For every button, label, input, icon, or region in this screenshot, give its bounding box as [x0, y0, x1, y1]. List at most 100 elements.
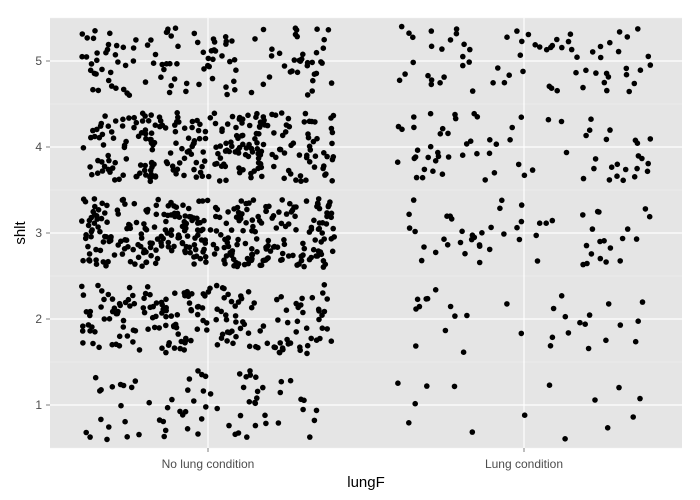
data-point	[237, 213, 244, 220]
data-point	[124, 333, 131, 339]
data-point	[605, 74, 612, 80]
data-point	[133, 219, 140, 226]
data-point	[141, 309, 148, 316]
data-point	[197, 255, 204, 262]
data-point	[315, 196, 322, 202]
data-point	[284, 336, 290, 343]
data-point	[208, 48, 215, 54]
data-point	[147, 136, 153, 143]
data-point	[233, 124, 239, 131]
data-point	[228, 298, 235, 305]
data-point	[605, 301, 612, 307]
data-point	[328, 338, 335, 345]
data-point	[244, 206, 250, 213]
data-point	[100, 239, 107, 245]
data-point	[149, 146, 156, 153]
data-point	[163, 218, 169, 225]
data-point	[294, 318, 301, 325]
data-point	[104, 202, 110, 209]
data-point	[263, 208, 270, 214]
data-point	[106, 157, 112, 164]
data-point	[266, 74, 273, 80]
data-point	[304, 342, 311, 349]
data-point	[421, 244, 427, 250]
data-point	[223, 84, 229, 90]
data-point	[205, 173, 212, 180]
data-point	[623, 71, 630, 78]
data-point	[93, 261, 100, 268]
data-point	[245, 260, 252, 267]
data-point	[227, 249, 233, 256]
data-point	[91, 220, 98, 226]
data-point	[201, 158, 208, 164]
data-point	[148, 112, 154, 118]
data-point	[265, 255, 271, 261]
data-point	[276, 349, 283, 356]
data-point	[251, 300, 257, 306]
data-point	[184, 426, 191, 432]
y-axis-title: shlt	[12, 220, 29, 244]
data-point	[92, 28, 98, 34]
data-point	[589, 226, 596, 232]
data-point	[271, 163, 277, 170]
data-point	[153, 247, 159, 253]
data-point	[172, 25, 179, 32]
data-point	[128, 384, 135, 391]
data-point	[314, 26, 320, 32]
data-point	[130, 58, 137, 64]
data-point	[260, 323, 267, 329]
data-point	[642, 206, 649, 212]
data-point	[635, 26, 641, 32]
data-point	[166, 89, 173, 96]
data-point	[467, 46, 473, 53]
data-point	[147, 244, 154, 251]
data-point	[325, 202, 332, 209]
data-point	[439, 46, 445, 52]
data-point	[233, 319, 239, 325]
data-point	[104, 219, 110, 225]
data-point	[203, 259, 209, 265]
data-point	[213, 228, 220, 234]
data-point	[260, 141, 267, 148]
data-point	[562, 313, 569, 320]
data-point	[164, 160, 171, 167]
data-point	[285, 115, 292, 122]
data-point	[495, 65, 501, 71]
y-tick-label: 3	[35, 226, 42, 240]
data-point	[89, 227, 95, 233]
data-point	[321, 150, 327, 156]
data-point	[487, 137, 493, 143]
data-point	[80, 340, 86, 346]
data-point	[194, 39, 201, 46]
data-point	[131, 114, 137, 121]
data-point	[493, 141, 500, 147]
data-point	[92, 374, 99, 381]
data-point	[281, 175, 288, 182]
data-point	[105, 41, 112, 48]
data-point	[427, 143, 434, 150]
data-point	[474, 114, 481, 120]
data-point	[453, 30, 460, 37]
data-point	[246, 399, 253, 405]
data-point	[124, 225, 130, 232]
data-point	[153, 300, 160, 306]
data-point	[252, 400, 259, 407]
data-point	[315, 226, 322, 232]
data-point	[185, 293, 192, 300]
data-point	[163, 307, 169, 314]
data-point	[120, 324, 127, 330]
data-point	[279, 345, 286, 351]
data-point	[232, 303, 238, 309]
data-point	[617, 258, 623, 264]
data-point	[101, 296, 107, 303]
data-point	[148, 130, 155, 136]
data-point	[447, 37, 454, 43]
data-point	[586, 312, 593, 318]
data-point	[125, 296, 132, 303]
data-point	[225, 235, 231, 241]
data-point	[253, 395, 260, 401]
data-point	[151, 324, 158, 331]
data-point	[213, 144, 219, 150]
data-point	[213, 245, 220, 252]
data-point	[309, 59, 316, 66]
